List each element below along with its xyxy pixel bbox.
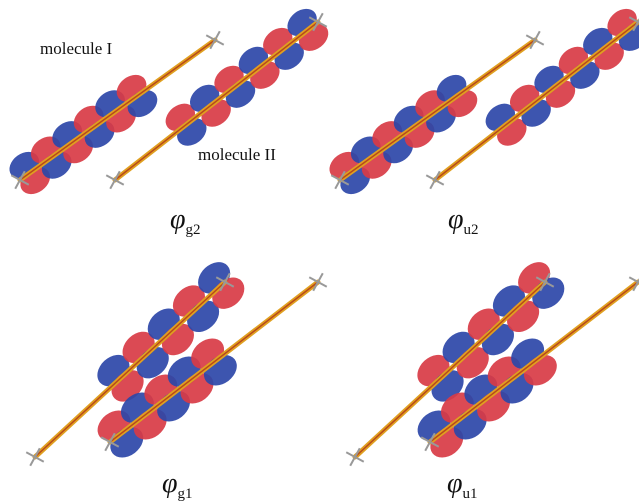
orbital-subscript: g1: [178, 486, 193, 502]
orbital-symbol: φ: [170, 204, 186, 235]
annotation: molecule I: [40, 39, 113, 58]
end-group: [206, 35, 215, 40]
orbital-renders: [4, 3, 639, 466]
end-group: [526, 35, 535, 40]
orbital-label: φu2: [448, 204, 479, 238]
end-group: [335, 180, 340, 189]
orbital-symbol: φ: [162, 468, 178, 499]
end-group: [535, 31, 540, 40]
end-group: [318, 13, 323, 22]
end-group: [535, 40, 544, 45]
end-group: [35, 457, 44, 462]
end-group: [426, 175, 435, 180]
end-group: [309, 277, 318, 282]
orbital-subscript: u2: [464, 222, 479, 238]
end-group: [629, 277, 638, 282]
end-group: [215, 31, 220, 40]
orbital-symbol: φ: [447, 468, 463, 499]
annotation: molecule II: [198, 145, 276, 164]
end-group: [115, 180, 124, 185]
orbital-subscript: u1: [463, 486, 478, 502]
orbital-label: φu1: [447, 468, 478, 502]
orbital-symbol: φ: [448, 204, 464, 235]
end-group: [425, 442, 430, 451]
end-group: [106, 175, 115, 180]
end-group: [215, 40, 224, 45]
end-group: [30, 457, 35, 466]
end-group: [346, 452, 355, 457]
end-group: [355, 457, 364, 462]
end-group: [430, 180, 435, 189]
orbital-label: φg1: [162, 468, 193, 502]
end-group: [26, 452, 35, 457]
orbital-subscript: g2: [186, 222, 201, 238]
end-group: [105, 442, 110, 451]
end-group: [318, 282, 327, 287]
end-group: [318, 273, 323, 282]
orbital-label: φg2: [170, 204, 201, 238]
end-group: [15, 180, 20, 189]
end-group: [350, 457, 355, 466]
figure: φg2φu2φg1φu1molecule Imolecule II: [0, 0, 639, 502]
end-group: [110, 180, 115, 189]
end-group: [435, 180, 444, 185]
